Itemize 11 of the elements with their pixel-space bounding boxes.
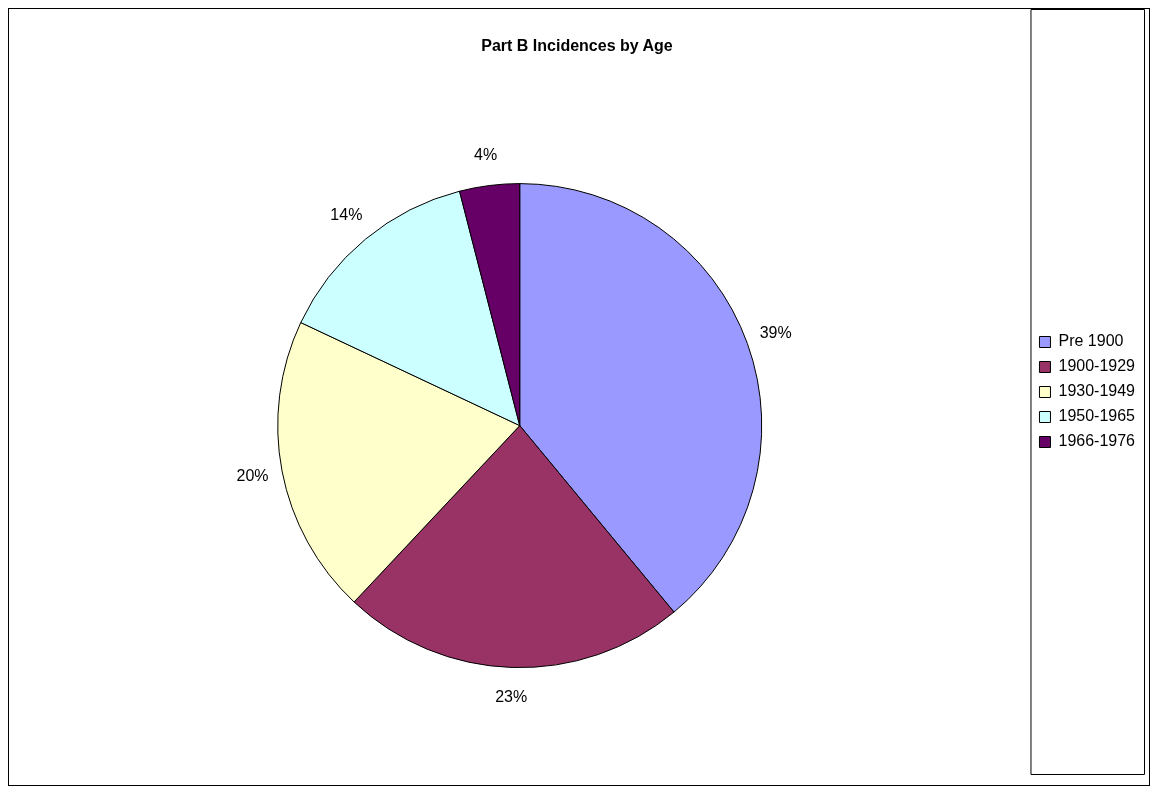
- data-label: 39%: [759, 323, 792, 341]
- data-label: 20%: [236, 466, 269, 484]
- legend-label: 1966-1976: [1058, 432, 1136, 450]
- data-label: 23%: [495, 687, 528, 705]
- legend-label: 1950-1965: [1058, 407, 1136, 425]
- data-label: 14%: [330, 206, 363, 224]
- legend-label: 1930-1949: [1058, 382, 1136, 400]
- legend-label: 1900-1929: [1058, 357, 1136, 375]
- data-label: 4%: [474, 146, 498, 164]
- legend-label: Pre 1900: [1058, 332, 1124, 350]
- chart-title: Part B Incidences by Age: [481, 37, 673, 55]
